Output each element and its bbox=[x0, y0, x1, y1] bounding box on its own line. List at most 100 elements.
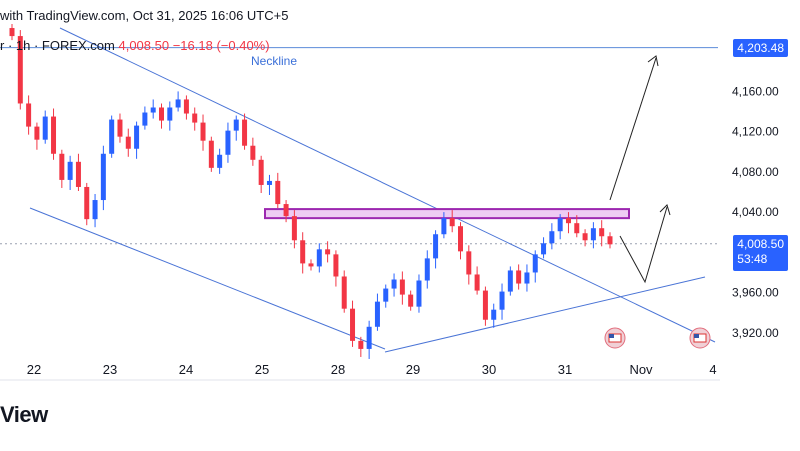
candle-body bbox=[250, 145, 256, 160]
candle-body bbox=[142, 112, 148, 126]
current-price-value: 4,008.50 bbox=[737, 236, 784, 251]
candle-body bbox=[416, 280, 422, 307]
candle-body bbox=[17, 36, 23, 104]
x-tick-label: 31 bbox=[558, 362, 572, 377]
x-tick-label: Nov bbox=[629, 362, 653, 377]
projection-arrowhead bbox=[647, 55, 659, 67]
symbol-line[interactable]: r · 1h · FOREX.com bbox=[0, 38, 115, 53]
candle-body bbox=[350, 308, 356, 341]
y-tick-label: 4,120.00 bbox=[732, 125, 779, 139]
candle-body bbox=[383, 288, 389, 302]
rising-support-line bbox=[384, 276, 706, 353]
x-tick-label: 4 bbox=[709, 362, 716, 377]
candle-body bbox=[300, 240, 306, 264]
candle-body bbox=[424, 258, 430, 281]
x-tick-label: 30 bbox=[482, 362, 496, 377]
candle-body bbox=[192, 113, 198, 123]
x-tick-label: 28 bbox=[331, 362, 345, 377]
us-flag-icon[interactable] bbox=[604, 327, 626, 349]
candle-body bbox=[167, 107, 173, 121]
y-tick-label: 3,960.00 bbox=[732, 286, 779, 300]
candle-body bbox=[125, 136, 131, 149]
candle-body bbox=[34, 126, 40, 140]
plot-area bbox=[0, 0, 720, 380]
candle-body bbox=[433, 234, 439, 259]
candle-body bbox=[441, 218, 447, 235]
candle-body bbox=[449, 218, 455, 227]
candle-body bbox=[92, 200, 98, 220]
current-price-label: 4,008.50 53:48 bbox=[733, 234, 788, 271]
candle-body bbox=[391, 279, 397, 289]
candle-body bbox=[51, 116, 57, 154]
neckline-label: Neckline bbox=[251, 54, 298, 68]
candle-body bbox=[109, 119, 115, 154]
candle-body bbox=[541, 243, 547, 255]
candle-body bbox=[100, 153, 106, 201]
target-price-label: 4,203.48 bbox=[733, 38, 788, 57]
watermark-header: with TradingView.com, Oct 31, 2025 16:06… bbox=[0, 8, 289, 23]
candle-body bbox=[208, 140, 214, 168]
candle-body bbox=[590, 228, 596, 241]
candle-body bbox=[242, 119, 248, 146]
countdown-timer: 53:48 bbox=[737, 251, 768, 266]
candle-body bbox=[117, 119, 123, 137]
y-tick-label: 4,080.00 bbox=[732, 165, 779, 179]
candle-body bbox=[341, 276, 347, 309]
candle-body bbox=[325, 249, 331, 255]
candle-body bbox=[499, 291, 505, 310]
candle-body bbox=[283, 204, 289, 217]
candle-body bbox=[159, 107, 164, 121]
candle-body bbox=[275, 180, 281, 205]
candle-body bbox=[607, 236, 613, 245]
brand-footer: View bbox=[0, 402, 48, 427]
candle-body bbox=[9, 28, 15, 37]
candle-body bbox=[574, 223, 580, 234]
candle-body bbox=[599, 228, 605, 237]
candle-body bbox=[474, 274, 480, 291]
x-tick-label: 25 bbox=[255, 362, 269, 377]
candlesticks bbox=[9, 24, 613, 359]
candle-body bbox=[366, 326, 372, 349]
candle-body bbox=[233, 119, 239, 131]
x-axis-ticks: 22 23 24 25 28 29 30 31 Nov 4 bbox=[27, 362, 717, 377]
candle-body bbox=[59, 153, 65, 180]
symbol-info: r · 1h · FOREX.com 4,008.50 −16.18 (−0.4… bbox=[0, 38, 270, 53]
y-tick-label: 3,920.00 bbox=[732, 326, 779, 340]
candle-body bbox=[200, 122, 206, 141]
x-tick-label: 23 bbox=[103, 362, 117, 377]
projection-path bbox=[609, 57, 657, 201]
candle-body bbox=[399, 279, 405, 295]
candle-body bbox=[84, 186, 90, 220]
candle-body bbox=[557, 218, 563, 232]
candle-body bbox=[333, 254, 339, 277]
candle-body bbox=[516, 270, 522, 284]
us-flag-icon[interactable] bbox=[689, 327, 711, 349]
candle-body bbox=[482, 290, 488, 320]
lower-channel-line bbox=[29, 207, 386, 350]
y-tick-label: 4,040.00 bbox=[732, 205, 779, 219]
upper-channel-line bbox=[59, 27, 716, 343]
candle-body bbox=[42, 116, 48, 140]
candle-body bbox=[150, 107, 156, 113]
candle-body bbox=[491, 309, 497, 320]
candle-body bbox=[582, 233, 588, 241]
candle-body bbox=[217, 154, 223, 168]
candle-body bbox=[374, 301, 380, 327]
candle-body bbox=[466, 251, 472, 275]
candle-body bbox=[316, 249, 322, 267]
candle-body bbox=[75, 161, 81, 187]
candle-body bbox=[565, 218, 571, 224]
candle-body bbox=[266, 180, 272, 185]
candle-body bbox=[408, 294, 414, 307]
x-tick-label: 22 bbox=[27, 362, 41, 377]
projection-path-2 bbox=[619, 206, 668, 284]
x-tick-label: 24 bbox=[179, 362, 193, 377]
candle-body bbox=[507, 270, 513, 292]
candle-body bbox=[175, 99, 181, 108]
projection-arrows bbox=[609, 55, 671, 284]
projection-arrowhead-2 bbox=[659, 204, 671, 216]
candle-body bbox=[134, 125, 140, 149]
candle-body bbox=[26, 103, 32, 127]
last-price: 4,008.50 bbox=[118, 38, 170, 53]
